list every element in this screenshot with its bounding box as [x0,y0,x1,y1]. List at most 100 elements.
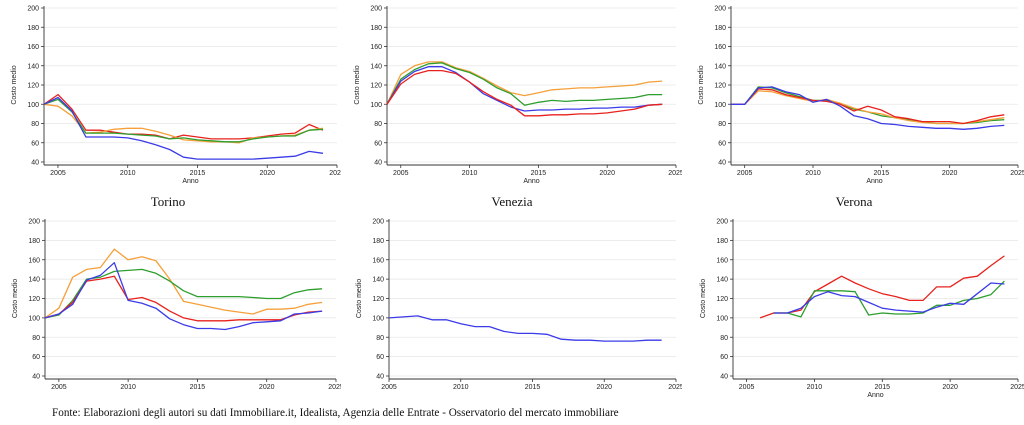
x-axis-label: Anno [182,178,198,185]
y-tick-label: 200 [372,219,384,226]
y-tick-label: 40 [720,374,728,381]
chart-panel-1: 40 60 80 100 120 140 160 180 200 2005 2010 2015 2020… [11,6,341,186]
y-tick-label: 40 [718,160,726,167]
x-tick-label: 2005 [739,384,755,391]
y-tick-label: 180 [27,25,39,32]
x-tick-label: 2020 [599,170,615,177]
chart-panel-venezia: 40 60 80 100 120 140 160 180 200 2005 2010 2015 2020… [356,219,682,392]
y-tick-label: 180 [372,238,384,245]
y-tick-label: 160 [716,257,728,264]
y-tick-label: 200 [27,6,39,13]
x-tick-label: 2015 [874,384,890,391]
panel-title-venezia: Venezia [491,194,533,209]
x-tick-label: 2020 [942,384,958,391]
x-tick-label: 2020 [942,170,958,177]
y-tick-label: 180 [714,25,726,32]
y-tick-label: 120 [370,83,382,90]
panel-title-verona: Verona [835,194,873,209]
series-line-red [759,255,1005,319]
y-tick-label: 160 [370,44,382,51]
series-line-blue [731,86,1005,130]
y-tick-label: 80 [32,335,40,342]
chart-panel-verona: 40 60 80 100 120 140 160 180 200 2005 2010 2015 2020… [700,219,1024,400]
chart-panel-3: 40 60 80 100 120 140 160 180 200 2005 2010 2015 2020… [698,6,1024,186]
y-tick-label: 60 [720,354,728,361]
x-tick-label: 2005 [51,384,67,391]
series-line-orange [386,61,663,105]
y-tick-label: 140 [28,277,40,284]
y-tick-label: 200 [716,219,728,226]
series-line-red [44,275,323,322]
chart-panel-torino: 40 60 80 100 120 140 160 180 200 2005 2010 2015 2020… [12,219,341,392]
y-tick-label: 60 [374,140,382,147]
y-tick-label: 160 [714,44,726,51]
x-tick-label: 2015 [525,384,541,391]
y-tick-label: 180 [716,238,728,245]
series-line-blue [43,96,324,160]
x-tick-label: 2005 [737,170,753,177]
series-line-green [43,98,324,143]
y-tick-label: 180 [28,238,40,245]
x-tick-label: 2005 [50,170,66,177]
y-axis-label: Costo medio [698,65,705,104]
series-line-green [44,268,323,319]
y-tick-label: 160 [28,257,40,264]
x-tick-label: 2010 [453,384,469,391]
y-tick-label: 140 [372,277,384,284]
y-tick-label: 60 [718,140,726,147]
y-tick-label: 100 [372,315,384,322]
y-tick-label: 180 [370,25,382,32]
series-line-blue [388,315,662,342]
x-tick-label: 2015 [531,170,547,177]
x-tick-label: 2025 [329,170,341,177]
y-tick-label: 140 [716,277,728,284]
y-tick-label: 120 [372,296,384,303]
series-line-red [386,69,663,117]
x-tick-label: 2020 [259,384,275,391]
y-tick-label: 100 [714,102,726,109]
x-axis-label: Anno [867,392,883,399]
x-tick-label: 2005 [381,384,397,391]
series-line-blue [773,282,1005,314]
y-tick-label: 100 [370,102,382,109]
x-tick-label: 2020 [596,384,612,391]
y-tick-label: 200 [370,6,382,13]
x-tick-label: 2025 [1010,384,1024,391]
y-tick-label: 40 [31,160,39,167]
x-tick-label: 2010 [120,170,136,177]
y-tick-label: 40 [376,374,384,381]
x-tick-label: 2015 [190,384,206,391]
y-tick-label: 120 [714,83,726,90]
y-tick-label: 100 [28,315,40,322]
chart-panel-2: 40 60 80 100 120 140 160 180 200 2005 2010 2015 2020… [354,6,682,186]
series-line-red [43,93,324,140]
source-note: Fonte: Elaborazioni degli autori su dati… [52,407,619,419]
y-tick-label: 140 [714,63,726,70]
y-tick-label: 120 [716,296,728,303]
y-tick-label: 60 [32,354,40,361]
series-line-green [773,280,1005,318]
y-axis-label: Costo medio [11,65,18,104]
y-tick-label: 80 [720,335,728,342]
y-axis-label: Costo medio [356,279,363,318]
x-tick-label: 2025 [328,384,341,391]
y-tick-label: 200 [714,6,726,13]
y-tick-label: 80 [31,121,39,128]
series-line-red [731,88,1005,125]
y-tick-label: 40 [374,160,382,167]
y-tick-label: 160 [372,257,384,264]
y-axis-label: Costo medio [354,65,361,104]
y-tick-label: 120 [27,83,39,90]
x-tick-label: 2010 [462,170,478,177]
series-line-blue [386,66,663,112]
series-line-green [731,86,1005,125]
x-tick-label: 2025 [668,170,682,177]
y-tick-label: 60 [376,354,384,361]
y-tick-label: 80 [376,335,384,342]
x-tick-label: 2010 [120,384,136,391]
x-tick-label: 2010 [807,384,823,391]
y-tick-label: 140 [27,63,39,70]
y-tick-label: 100 [716,315,728,322]
panel-title-torino: Torino [150,194,186,209]
